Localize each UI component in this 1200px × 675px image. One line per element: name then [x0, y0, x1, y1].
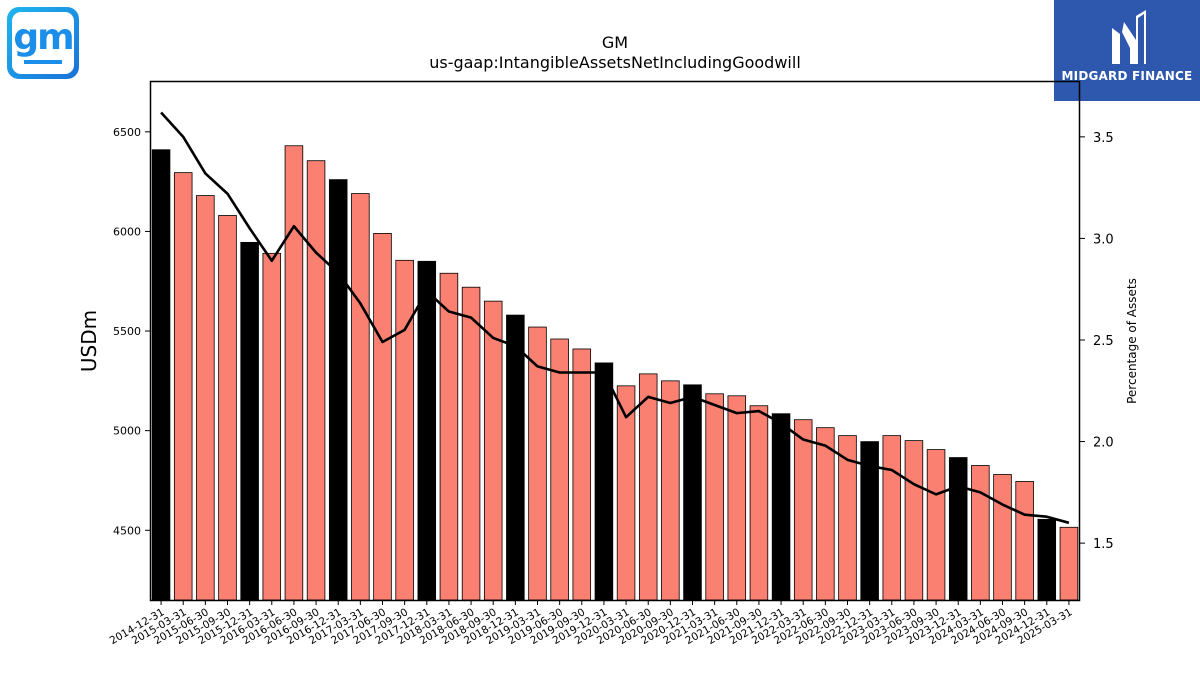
bar-2021-12-31	[771, 413, 791, 601]
y2-tick-label: 1.5	[1093, 537, 1114, 552]
bar-2018-09-30	[483, 300, 503, 601]
bar-2020-09-30	[661, 380, 680, 601]
bar-2018-06-30	[461, 286, 481, 601]
gm-logo: gm	[7, 7, 79, 79]
bar-2023-12-31	[948, 457, 968, 601]
y2-axis-label: Percentage of Assets	[1125, 278, 1139, 404]
bar-2024-12-31	[1037, 518, 1057, 601]
y-tick-label: 5500	[113, 325, 141, 338]
bar-2024-06-30	[993, 474, 1012, 601]
y2-tick-label: 3.5	[1093, 131, 1114, 146]
bar-2024-03-31	[971, 465, 990, 601]
bar-2019-12-31	[594, 362, 614, 601]
bar-2015-12-31	[240, 241, 259, 601]
bar-2015-09-30	[218, 215, 237, 601]
chart-title: GM	[602, 33, 628, 52]
gm-logo-text: gm	[13, 17, 74, 58]
y-tick-label: 6500	[113, 126, 141, 139]
bar-2020-06-30	[638, 373, 658, 601]
bar-2021-06-30	[727, 395, 747, 601]
bar-2015-06-30	[196, 195, 215, 601]
y-tick-label: 4500	[113, 524, 141, 537]
bar-2023-03-31	[882, 435, 902, 601]
y-tick-label: 5000	[113, 425, 141, 438]
bar-2016-06-30	[284, 145, 304, 601]
y2-tick-label: 2.0	[1093, 436, 1114, 451]
bar-2024-09-30	[1015, 481, 1034, 601]
chart-subtitle: us-gaap:IntangibleAssetsNetIncludingGood…	[429, 53, 801, 72]
bar-2016-12-31	[328, 179, 348, 601]
bar-2017-09-30	[395, 259, 414, 601]
bar-2016-09-30	[306, 160, 326, 601]
bar-2017-12-31	[417, 260, 437, 601]
plot-frame	[149, 80, 1081, 602]
bar-2022-06-30	[816, 427, 835, 601]
bar-2022-03-31	[793, 419, 813, 601]
midgard-finance-text: MIDGARD FINANCE	[1061, 69, 1193, 83]
bar-2021-03-31	[705, 393, 724, 601]
bar-2016-03-31	[262, 252, 282, 601]
y-axis-label: USDm	[77, 310, 101, 372]
bar-2021-09-30	[749, 405, 769, 601]
y2-tick-label: 2.5	[1093, 334, 1114, 349]
bar-2018-03-31	[439, 272, 459, 601]
bar-2023-06-30	[904, 440, 924, 601]
midgard-finance-logo: MIDGARD FINANCE	[1054, 0, 1200, 101]
bar-2017-03-31	[351, 193, 370, 601]
percentage-line	[160, 111, 1070, 525]
bar-2015-03-31	[173, 172, 193, 601]
bar-2020-12-31	[683, 384, 702, 601]
bar-2018-12-31	[506, 314, 525, 601]
midgard-mark-icon	[1112, 10, 1146, 64]
bar-2017-06-30	[373, 233, 392, 601]
bar-2014-12-31	[151, 149, 171, 601]
y-tick-label: 6000	[113, 225, 141, 238]
bar-2025-03-31	[1059, 526, 1079, 601]
bar-2019-09-30	[572, 348, 592, 601]
bar-2023-09-30	[926, 449, 946, 601]
y2-tick-label: 3.0	[1093, 232, 1114, 247]
bar-2019-06-30	[550, 338, 569, 601]
